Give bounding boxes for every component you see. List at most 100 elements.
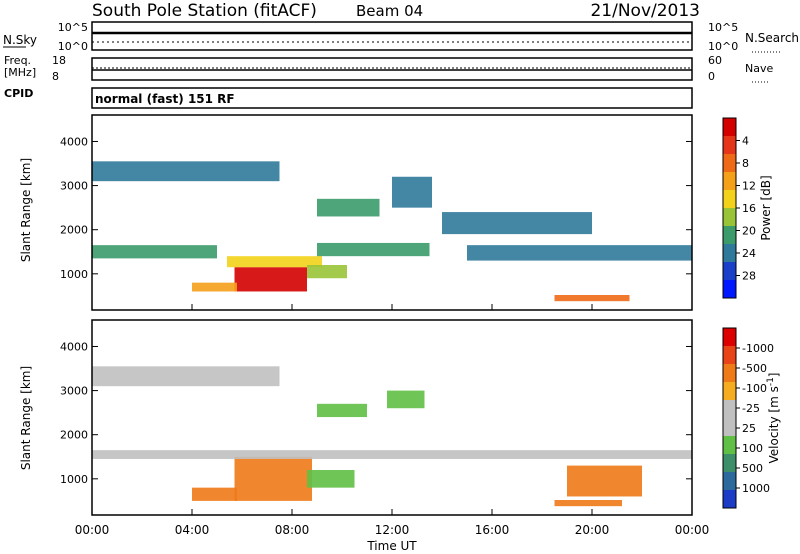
velocity-heatmap	[92, 366, 692, 507]
colorbar-tick-label: -1000	[742, 342, 774, 355]
power-echo-region	[467, 245, 692, 261]
nsearch-label: N.Search	[745, 31, 799, 45]
cpid-panel-frame	[91, 87, 693, 109]
colorbar-cell	[723, 172, 736, 191]
velocity-echo-region	[554, 500, 622, 507]
colorbar-cell	[723, 190, 736, 209]
sky-left-tick-low: 10^0	[58, 40, 88, 53]
colorbar-cell	[723, 472, 736, 491]
power-panel-frame	[91, 114, 693, 311]
sky-panel-frame	[91, 21, 693, 51]
colorbar-cell	[723, 346, 736, 365]
x-tick-label: 20:00	[575, 523, 610, 537]
freq-label-line2: [MHz]	[4, 66, 36, 79]
power-echo-region	[317, 198, 380, 217]
colorbar-tick-label: 28	[742, 270, 756, 283]
y-tick-label: 2000	[60, 429, 88, 442]
velocity-echo-region	[92, 366, 280, 387]
colorbar-cell	[723, 490, 736, 509]
freq-label-line1: Freq.	[4, 54, 31, 67]
nave-tick-high: 60	[708, 54, 722, 67]
colorbar-tick-label: -25	[742, 402, 760, 415]
power-ylabel: Slant Range [km]	[19, 158, 33, 262]
power-echo-region	[92, 245, 217, 259]
station-title: South Pole Station (fitACF)	[92, 1, 317, 21]
colorbar-tick-label: -500	[742, 362, 767, 375]
freq-tick-low: 8	[52, 70, 59, 83]
colorbar-cell	[723, 280, 736, 299]
power-colorbar-ticks: 28 24 20 16 12 8 4	[736, 135, 756, 283]
cpid-panel: CPID normal (fast) 151 RF	[4, 87, 693, 109]
sky-right-tick-high: 10^5	[708, 21, 738, 34]
nsky-label: N.Sky	[3, 33, 37, 47]
y-tick-label: 3000	[60, 180, 88, 193]
colorbar-cell	[723, 454, 736, 473]
y-tick-label: 4000	[60, 340, 88, 353]
colorbar-tick-label: 8	[742, 157, 749, 170]
nave-tick-low: 0	[708, 70, 715, 83]
power-colorbar-cells	[723, 118, 736, 299]
y-tick-label: 1000	[60, 268, 88, 281]
power-echo-region	[442, 212, 592, 235]
time-axis-label: Time UT	[366, 539, 417, 553]
colorbar-cell	[723, 154, 736, 173]
colorbar-cell	[723, 328, 736, 347]
velocity-axis-ticks: 1000 2000 3000 4000	[60, 340, 692, 486]
power-echo-region	[554, 295, 630, 302]
power-echo-region	[192, 282, 237, 292]
x-tick-label: 12:00	[375, 523, 410, 537]
x-tick-label: 00:00	[675, 523, 710, 537]
colorbar-tick-label: -100	[742, 382, 767, 395]
velocity-colorbar-ticks: 1000 500 100 25 -25 -100 -500 -1000	[736, 342, 774, 495]
velocity-echo-region	[234, 456, 312, 501]
colorbar-tick-label: 100	[742, 442, 763, 455]
sky-panel: N.Sky 10^5 10^0 10^5 10^0 N.Search	[3, 21, 799, 53]
colorbar-cell	[723, 262, 736, 281]
velocity-colorbar-frame	[722, 327, 737, 509]
power-echo-region	[392, 176, 432, 208]
power-echo-region	[92, 161, 280, 182]
date-title: 21/Nov/2013	[590, 1, 700, 21]
velocity-echo-region	[317, 403, 367, 418]
power-colorbar: 28 24 20 16 12 8 4 Power [dB]	[722, 117, 773, 299]
colorbar-cell	[723, 226, 736, 245]
power-echo-region	[227, 256, 322, 268]
colorbar-tick-label: 25	[742, 422, 756, 435]
freq-panel-frame	[91, 57, 693, 81]
colorbar-tick-label: 12	[742, 180, 756, 193]
power-heatmap	[92, 161, 692, 302]
freq-panel: Freq. [MHz] 18 8 60 0 Nave	[4, 54, 773, 83]
colorbar-cell	[723, 382, 736, 401]
colorbar-cell	[723, 436, 736, 455]
velocity-colorbar: 1000 500 100 25 -25 -100 -500 -1000 Velocity [m…	[722, 327, 781, 509]
colorbar-cell	[723, 364, 736, 383]
power-echo-region	[317, 242, 430, 257]
y-tick-label: 1000	[60, 473, 88, 486]
colorbar-cell	[723, 244, 736, 263]
beam-title: Beam 04	[356, 2, 423, 20]
velocity-colorbar-label-text: Velocity [m s-1]	[766, 373, 781, 464]
power-echo-region	[234, 267, 307, 292]
power-colorbar-label: Power [dB]	[759, 175, 773, 240]
colorbar-cell	[723, 418, 736, 437]
time-axis: 00:00 04:00 08:00 12:00 16:00 20:00 00:00	[75, 304, 710, 537]
colorbar-tick-label: 20	[742, 225, 756, 238]
x-tick-label: 16:00	[475, 523, 510, 537]
colorbar-tick-label: 24	[742, 247, 756, 260]
nave-label: Nave	[745, 62, 773, 75]
y-tick-label: 2000	[60, 224, 88, 237]
velocity-echo-region	[92, 450, 692, 459]
colorbar-tick-label: 4	[742, 135, 749, 148]
x-tick-label: 08:00	[275, 523, 310, 537]
sky-left-tick-high: 10^5	[58, 21, 88, 34]
x-tick-label: 00:00	[75, 523, 110, 537]
y-tick-label: 3000	[60, 385, 88, 398]
colorbar-cell	[723, 400, 736, 419]
freq-tick-high: 18	[52, 54, 66, 67]
velocity-echo-region	[567, 465, 642, 497]
y-tick-label: 4000	[60, 135, 88, 148]
cpid-program: normal (fast) 151 RF	[95, 92, 235, 106]
colorbar-cell	[723, 136, 736, 155]
velocity-panel: 1000 2000 3000 4000 Slant Range [km]	[19, 319, 693, 516]
